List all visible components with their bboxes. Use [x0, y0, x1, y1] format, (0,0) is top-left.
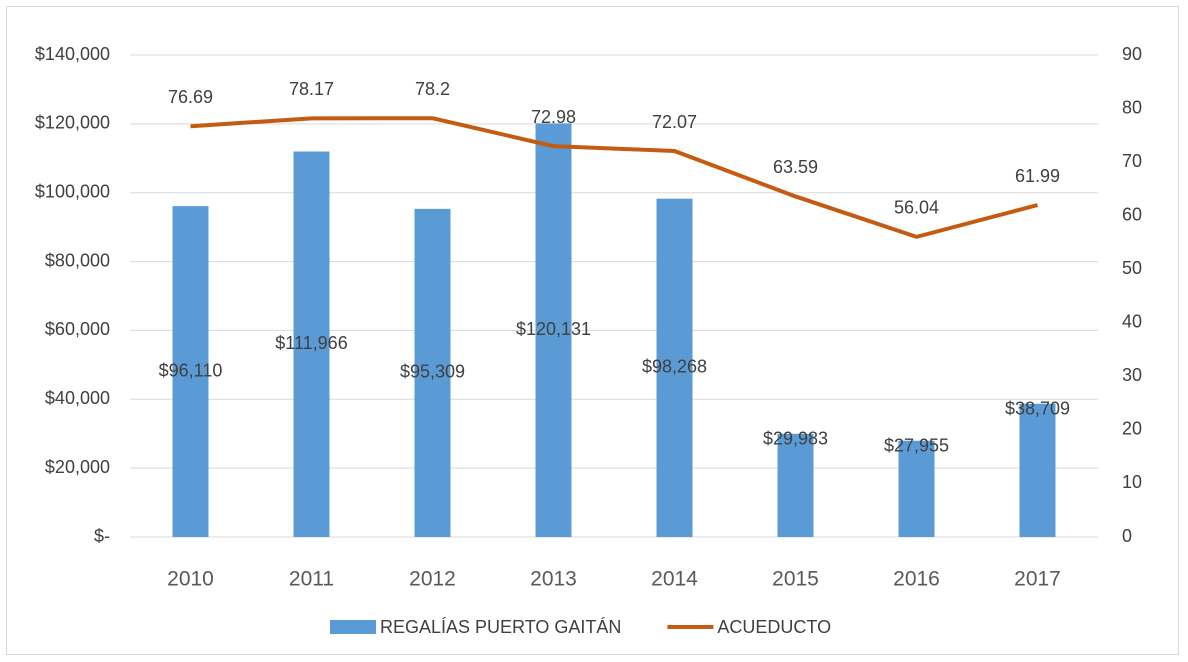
x-tick-label: 2017	[1014, 568, 1061, 591]
x-tick-label: 2010	[167, 568, 214, 591]
y-tick-label: $80,000	[45, 250, 110, 270]
bar	[414, 208, 451, 537]
data-label: 78.17	[289, 79, 334, 99]
bar	[293, 151, 330, 537]
data-label: $38,709	[1005, 398, 1070, 418]
data-label: $120,131	[516, 319, 591, 339]
data-label: $29,983	[763, 429, 828, 449]
y-tick-label: $60,000	[45, 319, 110, 339]
x-tick-label: 2016	[893, 568, 940, 591]
y-tick-label: $40,000	[45, 388, 110, 408]
x-tick-label: 2012	[409, 568, 456, 591]
data-label: 63.59	[773, 157, 818, 177]
y-tick-label: $120,000	[35, 113, 110, 133]
y2-tick-label: 20	[1122, 419, 1142, 439]
y2-tick-label: 10	[1122, 472, 1142, 492]
data-label: 72.07	[652, 112, 697, 132]
data-label: $27,955	[884, 436, 949, 456]
bar	[777, 433, 814, 537]
data-label: $95,309	[400, 362, 465, 382]
data-label: 76.69	[168, 87, 213, 107]
data-label: 78.2	[415, 79, 450, 99]
data-label: 61.99	[1015, 166, 1060, 186]
legend-label: ACUEDUCTO	[717, 617, 831, 637]
bar	[172, 206, 209, 537]
legend-label: REGALÍAS PUERTO GAITÁN	[380, 617, 621, 637]
bar	[535, 123, 572, 537]
y-tick-label: $100,000	[35, 181, 110, 201]
y2-tick-label: 90	[1122, 44, 1142, 64]
legend-swatch	[330, 620, 376, 634]
y2-tick-label: 0	[1122, 526, 1132, 546]
y2-tick-label: 40	[1122, 312, 1142, 332]
data-label: $98,268	[642, 357, 707, 377]
data-label: $96,110	[159, 360, 223, 380]
data-label: 72.98	[531, 107, 576, 127]
bar	[656, 198, 693, 537]
x-tick-label: 2011	[289, 568, 334, 591]
y2-tick-label: 80	[1122, 97, 1142, 117]
y-tick-label: $-	[94, 526, 110, 546]
data-label: $111,966	[275, 333, 347, 353]
y-tick-label: $140,000	[35, 44, 110, 64]
x-tick-label: 2014	[651, 568, 698, 591]
x-tick-label: 2013	[530, 568, 577, 591]
bar	[1019, 403, 1056, 537]
y2-tick-label: 50	[1122, 258, 1142, 278]
y2-tick-label: 30	[1122, 365, 1142, 385]
data-label: 56.04	[894, 198, 939, 218]
bar	[898, 440, 935, 537]
y-tick-label: $20,000	[45, 457, 110, 477]
line	[190, 116, 1039, 239]
y2-tick-label: 60	[1122, 204, 1142, 224]
y2-tick-label: 70	[1122, 151, 1142, 171]
x-tick-label: 2015	[772, 568, 819, 591]
